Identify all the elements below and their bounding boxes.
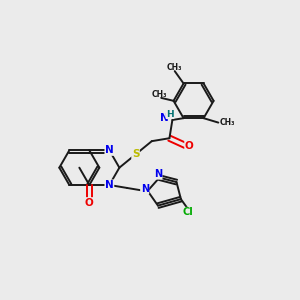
Text: CH₃: CH₃ — [167, 63, 182, 72]
Text: CH₃: CH₃ — [220, 118, 235, 127]
Text: Cl: Cl — [183, 207, 194, 218]
Text: O: O — [185, 141, 194, 151]
Text: N: N — [105, 180, 114, 190]
Text: H: H — [166, 110, 174, 118]
Text: S: S — [132, 149, 139, 159]
Text: N: N — [141, 184, 149, 194]
Text: N: N — [154, 169, 162, 179]
Text: O: O — [85, 198, 94, 208]
Text: N: N — [160, 113, 169, 124]
Text: CH₃: CH₃ — [152, 90, 167, 99]
Text: N: N — [105, 145, 114, 155]
